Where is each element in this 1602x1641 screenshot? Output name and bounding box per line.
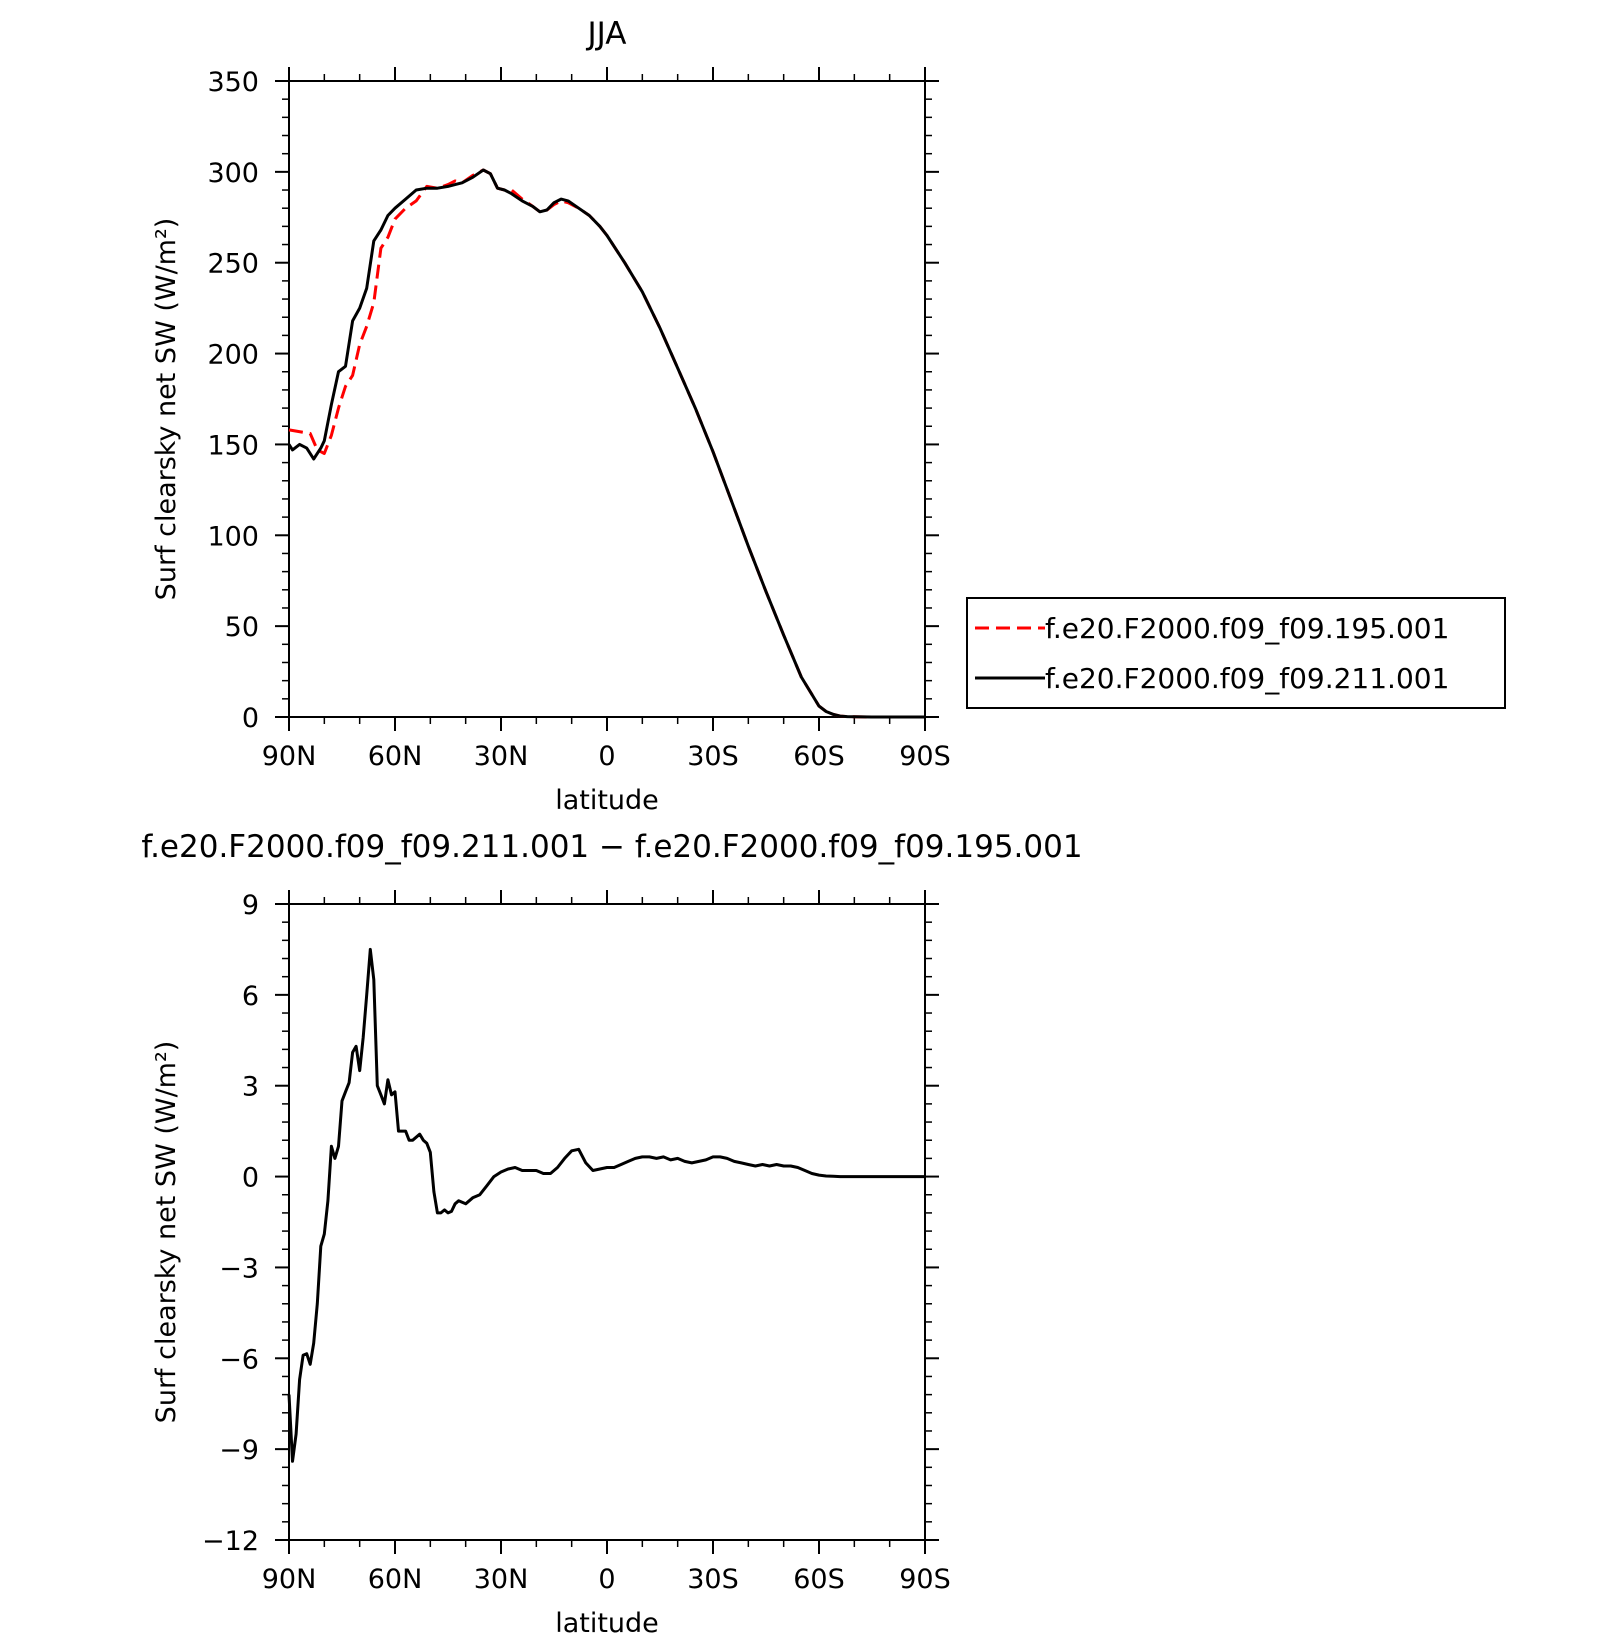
y-tick-label: 9 — [242, 890, 259, 921]
lower-chart: f.e20.F2000.f09_f09.211.001 − f.e20.F200… — [141, 829, 1082, 1639]
plot-frame — [288, 80, 926, 718]
plot-frame — [288, 903, 926, 1541]
x-tick-label: 60S — [793, 741, 845, 772]
y-tick-label: 200 — [207, 340, 259, 371]
x-tick-label: 30S — [687, 1564, 739, 1595]
x-tick-label: 90S — [899, 1564, 951, 1595]
upper-chart: JJA 90N 60N 30N 0 30S 60S 90S 0 50 100 150 200 250 300… — [151, 16, 1506, 816]
y-tick-label: 6 — [242, 981, 259, 1012]
y-tick-label: −3 — [219, 1253, 259, 1284]
x-tick-label: 60N — [368, 741, 423, 772]
series-line-2 — [287, 168, 925, 719]
x-tick-label: 60N — [368, 1564, 423, 1595]
chart-title: f.e20.F2000.f09_f09.211.001 − f.e20.F200… — [141, 829, 1082, 865]
y-tick-label: 0 — [242, 703, 259, 734]
series-line-1 — [287, 947, 925, 1463]
x-tick-label: 30S — [687, 741, 739, 772]
y-axis-title: Surf clearsky net SW (W/m²) — [151, 1041, 182, 1424]
x-tick-label: 0 — [598, 741, 615, 772]
y-tick-label: 0 — [242, 1163, 259, 1194]
y-tick-label: −6 — [219, 1344, 259, 1375]
y-tick-label: −9 — [219, 1435, 259, 1466]
legend: f.e20.F2000.f09_f09.195.001 f.e20.F2000.f… — [966, 597, 1506, 709]
x-tick-label: 0 — [598, 1564, 615, 1595]
y-tick-label: 300 — [207, 158, 259, 189]
y-tick-label: 150 — [207, 430, 259, 461]
series-line-1 — [288, 168, 925, 719]
x-tick-label: 30N — [474, 741, 529, 772]
x-axis-title: latitude — [555, 785, 659, 816]
y-axis-title: Surf clearsky net SW (W/m²) — [151, 218, 182, 601]
x-tick-label: 90N — [262, 741, 317, 772]
y-tick-label: 250 — [207, 249, 259, 280]
x-tick-label: 60S — [793, 1564, 845, 1595]
legend-label-1: f.e20.F2000.f09_f09.195.001 — [1045, 612, 1449, 645]
legend-box — [966, 597, 1506, 709]
x-tick-label: 90S — [899, 741, 951, 772]
y-tick-label: −12 — [202, 1526, 259, 1557]
y-tick-label: 50 — [225, 612, 259, 643]
x-tick-label: 90N — [262, 1564, 317, 1595]
y-tick-label: 3 — [242, 1072, 259, 1103]
x-axis-title: latitude — [555, 1608, 659, 1639]
chart-title: JJA — [586, 16, 627, 52]
y-tick-label: 350 — [207, 67, 259, 98]
y-tick-label: 100 — [207, 521, 259, 552]
legend-label-2: f.e20.F2000.f09_f09.211.001 — [1045, 662, 1449, 695]
x-tick-label: 30N — [474, 1564, 529, 1595]
